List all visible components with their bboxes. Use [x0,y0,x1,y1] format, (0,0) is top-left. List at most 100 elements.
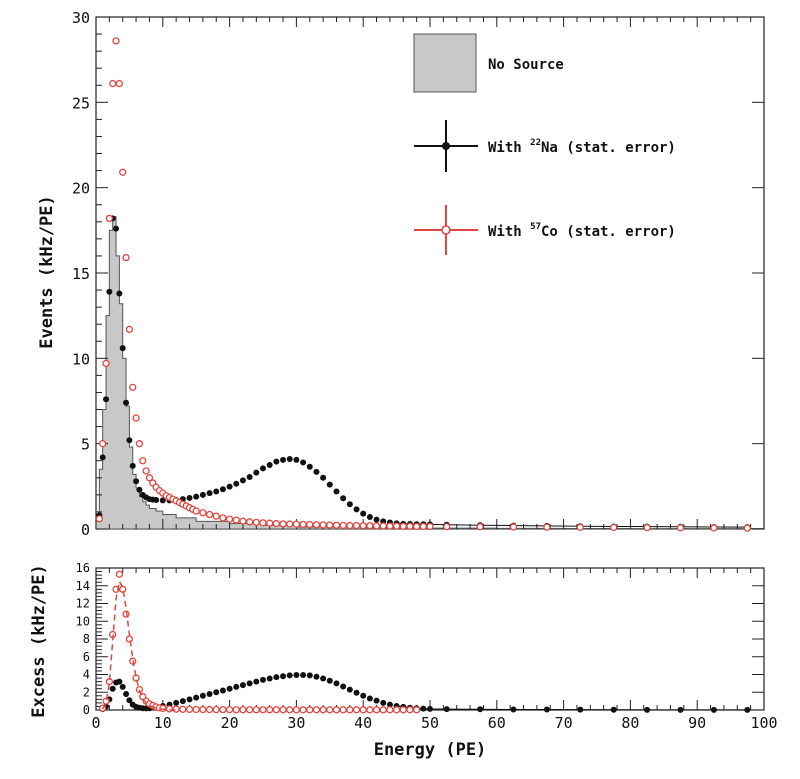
co57-point [406,706,414,714]
na22-point [206,691,213,698]
na22-point [213,488,220,495]
co57-point [122,253,130,262]
co57-point [352,521,361,530]
bottom-ytick-label: 6 [83,650,90,664]
co57-point [212,705,220,714]
co57-point [225,705,234,714]
na22-point [677,706,684,713]
top-ytick-label: 0 [81,521,90,539]
na22-point [366,695,373,702]
na22-point [126,437,133,444]
co57-point [266,706,274,714]
co57-point [509,523,518,531]
co57-point [266,519,274,527]
na22-point [360,510,367,517]
co57-point [332,706,341,714]
na22-point [710,706,717,713]
co57-point [406,522,414,530]
bottom-xtick-label: 90 [688,714,706,732]
co57-point [312,521,321,529]
co57-point [115,570,124,578]
co57-point [119,168,127,176]
na22-point [153,496,160,503]
co57-point [232,706,240,714]
na22-point [326,481,333,488]
co57-point [710,524,718,532]
co57-point [99,440,107,448]
na22-point [306,672,313,679]
co57-point [399,706,407,714]
bottom-plot-frame [95,567,765,711]
co57-point [105,214,114,223]
legend-na22-marker [442,142,450,150]
na22-point [346,686,353,693]
co57-point [426,522,434,531]
na22-point [293,671,300,678]
na22-point [306,463,313,470]
co57-point [102,359,110,368]
top-plot-frame [95,16,765,530]
na22-point [313,673,320,680]
bottom-ytick-label: 10 [76,614,90,628]
na22-point [116,678,123,685]
na22-point [206,490,213,497]
na22-point [119,683,126,690]
na22-point [420,705,427,712]
na22-point [219,486,226,493]
co57-point [205,510,214,519]
co57-point [185,705,194,714]
na22-point [340,683,347,690]
na22-point [300,459,307,466]
co57-point [352,706,361,714]
na22-point [744,706,751,713]
co57-point [225,515,234,523]
co57-point [676,524,685,532]
co57-point [443,522,451,531]
co57-point [332,521,341,529]
co57-point [142,467,150,475]
bottom-xtick-label: 30 [287,714,305,732]
bottom-xtick-label: 20 [221,714,239,732]
top-ytick-label: 10 [72,350,90,368]
na22-tail-line [396,705,748,711]
na22-point [443,706,450,713]
co57-point [252,518,260,526]
legend: No Source With 22Na (stat. error) With 5… [413,33,676,255]
na22-point [333,680,340,687]
bottom-xlabel: Energy (PE) [374,740,487,760]
co57-point [259,519,267,527]
bottom-ytick-label: 0 [83,703,90,717]
co57-point [379,522,387,530]
na22-point [103,396,110,403]
na22-point [186,696,193,703]
legend-co57-marker [441,225,451,235]
na22-point [199,491,206,498]
co57-point [219,705,227,714]
na22-point [123,691,130,698]
na22-point [644,706,651,713]
no-source-histogram-area [95,216,765,530]
bottom-xtick-label: 10 [154,714,172,732]
bottom-xtick-label: 80 [621,714,639,732]
co57-point [292,520,301,528]
na22-point [186,494,193,501]
na22-point [346,501,353,508]
na22-point [116,290,123,297]
legend-co57-label: With 57Co (stat. error) [488,222,676,240]
co57-point [259,706,267,714]
bottom-ylabel: Excess (kHz/PE) [29,564,49,718]
co57-point [199,705,207,714]
co57-point [245,518,254,526]
co57-point [239,706,247,714]
co57-point [135,440,144,448]
legend-no-source-label: No Source [488,57,564,73]
co57-point [286,706,294,714]
na22-point [246,473,253,480]
top-ytick-label: 30 [72,9,90,27]
na22-point [226,483,233,490]
co57-point [386,522,394,530]
co57-point [139,457,147,465]
co57-point [179,705,187,713]
co57-point [125,635,134,643]
na22-point [380,699,387,706]
